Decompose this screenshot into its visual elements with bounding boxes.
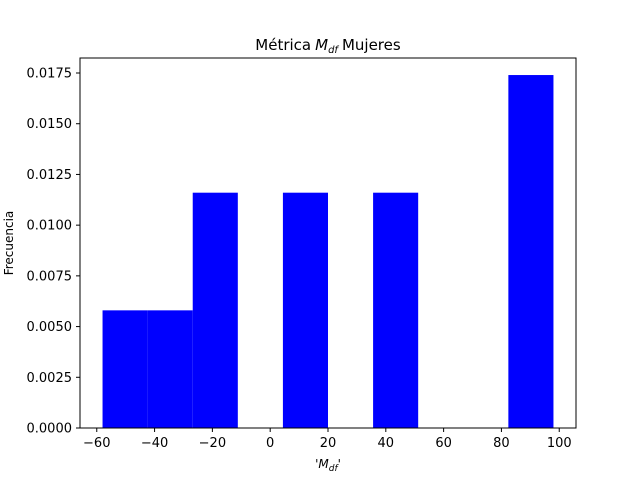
y-tick-label: 0.0150 [27,117,73,132]
chart-title-suffix: Mujeres [342,36,401,54]
x-tick-label: −60 [83,436,110,451]
y-tick-label: 0.0025 [27,371,73,386]
x-tick-label: 80 [493,436,510,451]
histogram-bar [508,75,554,428]
x-axis-label-math-sub: df [329,464,340,474]
histogram-bar [192,192,238,428]
x-axis-label: 'Mdf' [315,457,341,474]
x-tick-label: 40 [378,436,395,451]
y-tick-label: 0.0125 [27,168,73,183]
x-axis-ticks: −60 −40 −20 0 20 40 60 80 100 [83,428,572,451]
chart-title-math: M [315,36,328,54]
x-axis-label-math: M [318,457,329,471]
x-tick-label: 0 [266,436,274,451]
x-axis-label-suffix: ' [338,457,341,471]
y-tick-label: 0.0175 [27,67,73,82]
histogram-bar [102,310,148,428]
x-tick-label: 20 [320,436,337,451]
chart-title: Métrica Mdf Mujeres [255,36,401,56]
x-tick-label: 100 [547,436,572,451]
histogram-bar [147,310,193,428]
y-tick-label: 0.0075 [27,269,73,284]
chart-title-prefix: Métrica [255,36,311,54]
y-axis-ticks: 0.0000 0.0025 0.0050 0.0075 0.0100 0.0125 0.01… [27,67,80,437]
bars-group [102,75,554,428]
x-axis-label-prefix: ' [315,457,318,471]
chart-title-math-sub: df [328,45,339,56]
y-axis-label: Frecuencia [2,211,16,276]
y-tick-label: 0.0100 [27,219,73,234]
x-tick-label: −40 [141,436,168,451]
x-tick-label: −20 [199,436,226,451]
histogram-bar [282,192,328,428]
y-tick-label: 0.0050 [27,320,73,335]
histogram-bar [373,192,419,428]
x-tick-label: 60 [435,436,452,451]
y-tick-label: 0.0000 [27,422,73,437]
